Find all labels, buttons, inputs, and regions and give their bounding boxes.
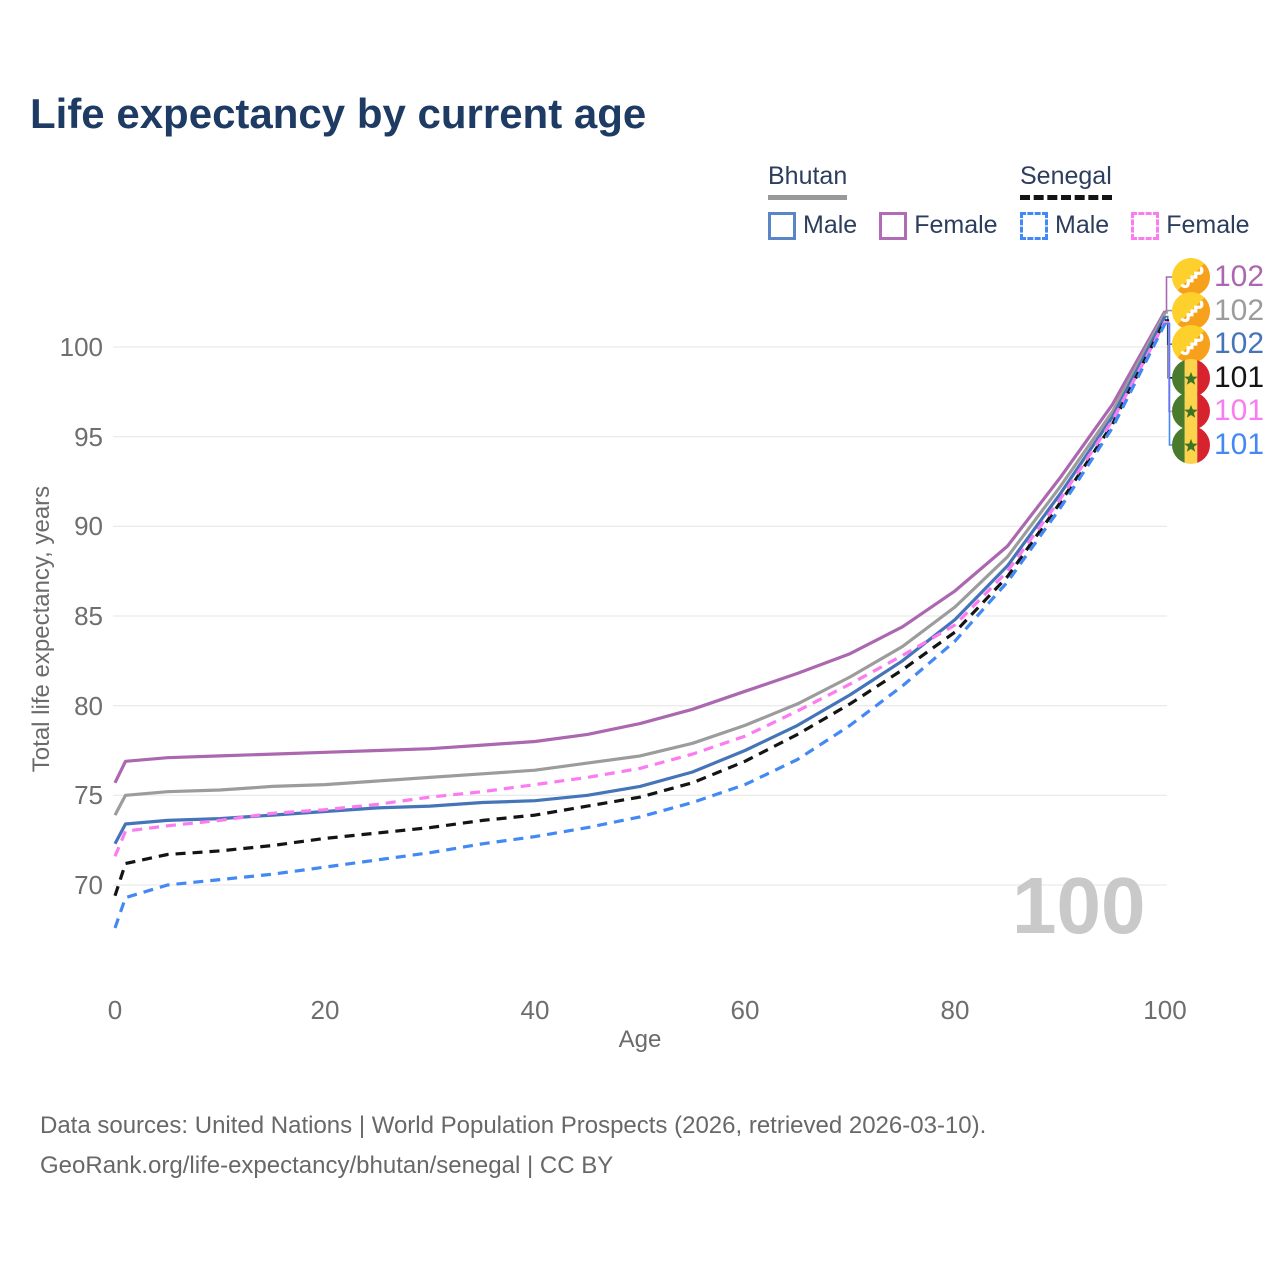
x-tick-label-100: 100: [1143, 995, 1187, 1025]
y-tick-label-90: 90: [74, 511, 103, 542]
page-title: Life expectancy by current age: [30, 90, 647, 137]
end-value-senegal-female: 101: [1214, 394, 1265, 428]
y-tick-label-80: 80: [74, 690, 103, 721]
x-axis-title: Age: [618, 1026, 662, 1053]
senegal-flag-icon: [1172, 392, 1210, 431]
legend-row-bhutan: Male Female: [768, 211, 1020, 240]
legend-item-label: Female: [914, 211, 998, 239]
footer: Data sources: United Nations | World Pop…: [40, 1106, 986, 1186]
legend-country-bhutan[interactable]: Bhutan: [768, 162, 848, 200]
x-tick-label-0: 0: [107, 995, 123, 1025]
footer-attribution: GeoRank.org/life-expectancy/bhutan/seneg…: [40, 1152, 614, 1179]
y-tick-label-95: 95: [74, 421, 103, 452]
end-label-connector-senegal-male: [1165, 322, 1172, 446]
legend-item-senegal-male[interactable]: Male: [1020, 211, 1109, 240]
y-tick-label-70: 70: [74, 870, 103, 900]
end-label-connector-senegal-female: [1165, 321, 1172, 413]
x-tick-label-40: 40: [520, 995, 550, 1025]
series-line-bhutan-both: [113, 312, 1167, 816]
series-line-bhutan-male: [113, 315, 1167, 845]
senegal-flag-icon: [1172, 358, 1210, 397]
end-value-senegal-both: 101: [1214, 360, 1265, 394]
legend-item-bhutan-male[interactable]: Male: [768, 211, 857, 240]
series-line-bhutan-female: [113, 310, 1167, 784]
y-tick-label-75: 75: [74, 780, 103, 811]
senegal-female-swatch-icon: [1131, 211, 1160, 240]
legend-item-label: Male: [1055, 211, 1110, 239]
series-line-senegal-both: [113, 319, 1167, 897]
current-age-watermark: 100: [1012, 861, 1146, 950]
bhutan-female-swatch-icon: [879, 211, 908, 240]
end-label-connector-bhutan-both: [1165, 309, 1172, 314]
legend-row-senegal: Male Female: [1020, 211, 1272, 240]
end-label-connector-bhutan-female: [1165, 276, 1172, 312]
legend-group-bhutan: Bhutan Male Female: [768, 162, 1020, 240]
x-tick-label-80: 80: [940, 995, 970, 1025]
end-value-bhutan-female: 102: [1214, 260, 1265, 293]
legend-item-bhutan-female[interactable]: Female: [879, 211, 998, 240]
end-value-bhutan-male: 102: [1214, 327, 1265, 361]
footer-data-sources: Data sources: United Nations | World Pop…: [40, 1112, 987, 1139]
senegal-male-swatch-icon: [1020, 211, 1048, 240]
series-line-senegal-female: [113, 321, 1167, 857]
y-tick-label-85: 85: [74, 601, 103, 631]
legend-item-label: Female: [1166, 211, 1250, 239]
bhutan-flag-icon: [1172, 325, 1210, 364]
legend-country-senegal[interactable]: Senegal: [1020, 162, 1112, 200]
bhutan-flag-icon: [1172, 291, 1210, 330]
end-value-senegal-male: 101: [1214, 428, 1265, 461]
legend-item-senegal-female[interactable]: Female: [1131, 211, 1250, 240]
bhutan-male-swatch-icon: [768, 211, 796, 240]
x-tick-label-60: 60: [730, 995, 760, 1025]
senegal-flag-icon: [1172, 426, 1210, 464]
legend-group-senegal: Senegal Male Female: [1020, 162, 1272, 240]
legend-item-label: Male: [803, 211, 858, 239]
x-tick-label-20: 20: [310, 995, 340, 1025]
end-value-bhutan-both: 102: [1214, 293, 1265, 327]
series-line-senegal-male: [113, 322, 1167, 929]
bhutan-flag-icon: [1172, 258, 1210, 296]
y-tick-label-100: 100: [59, 332, 103, 362]
